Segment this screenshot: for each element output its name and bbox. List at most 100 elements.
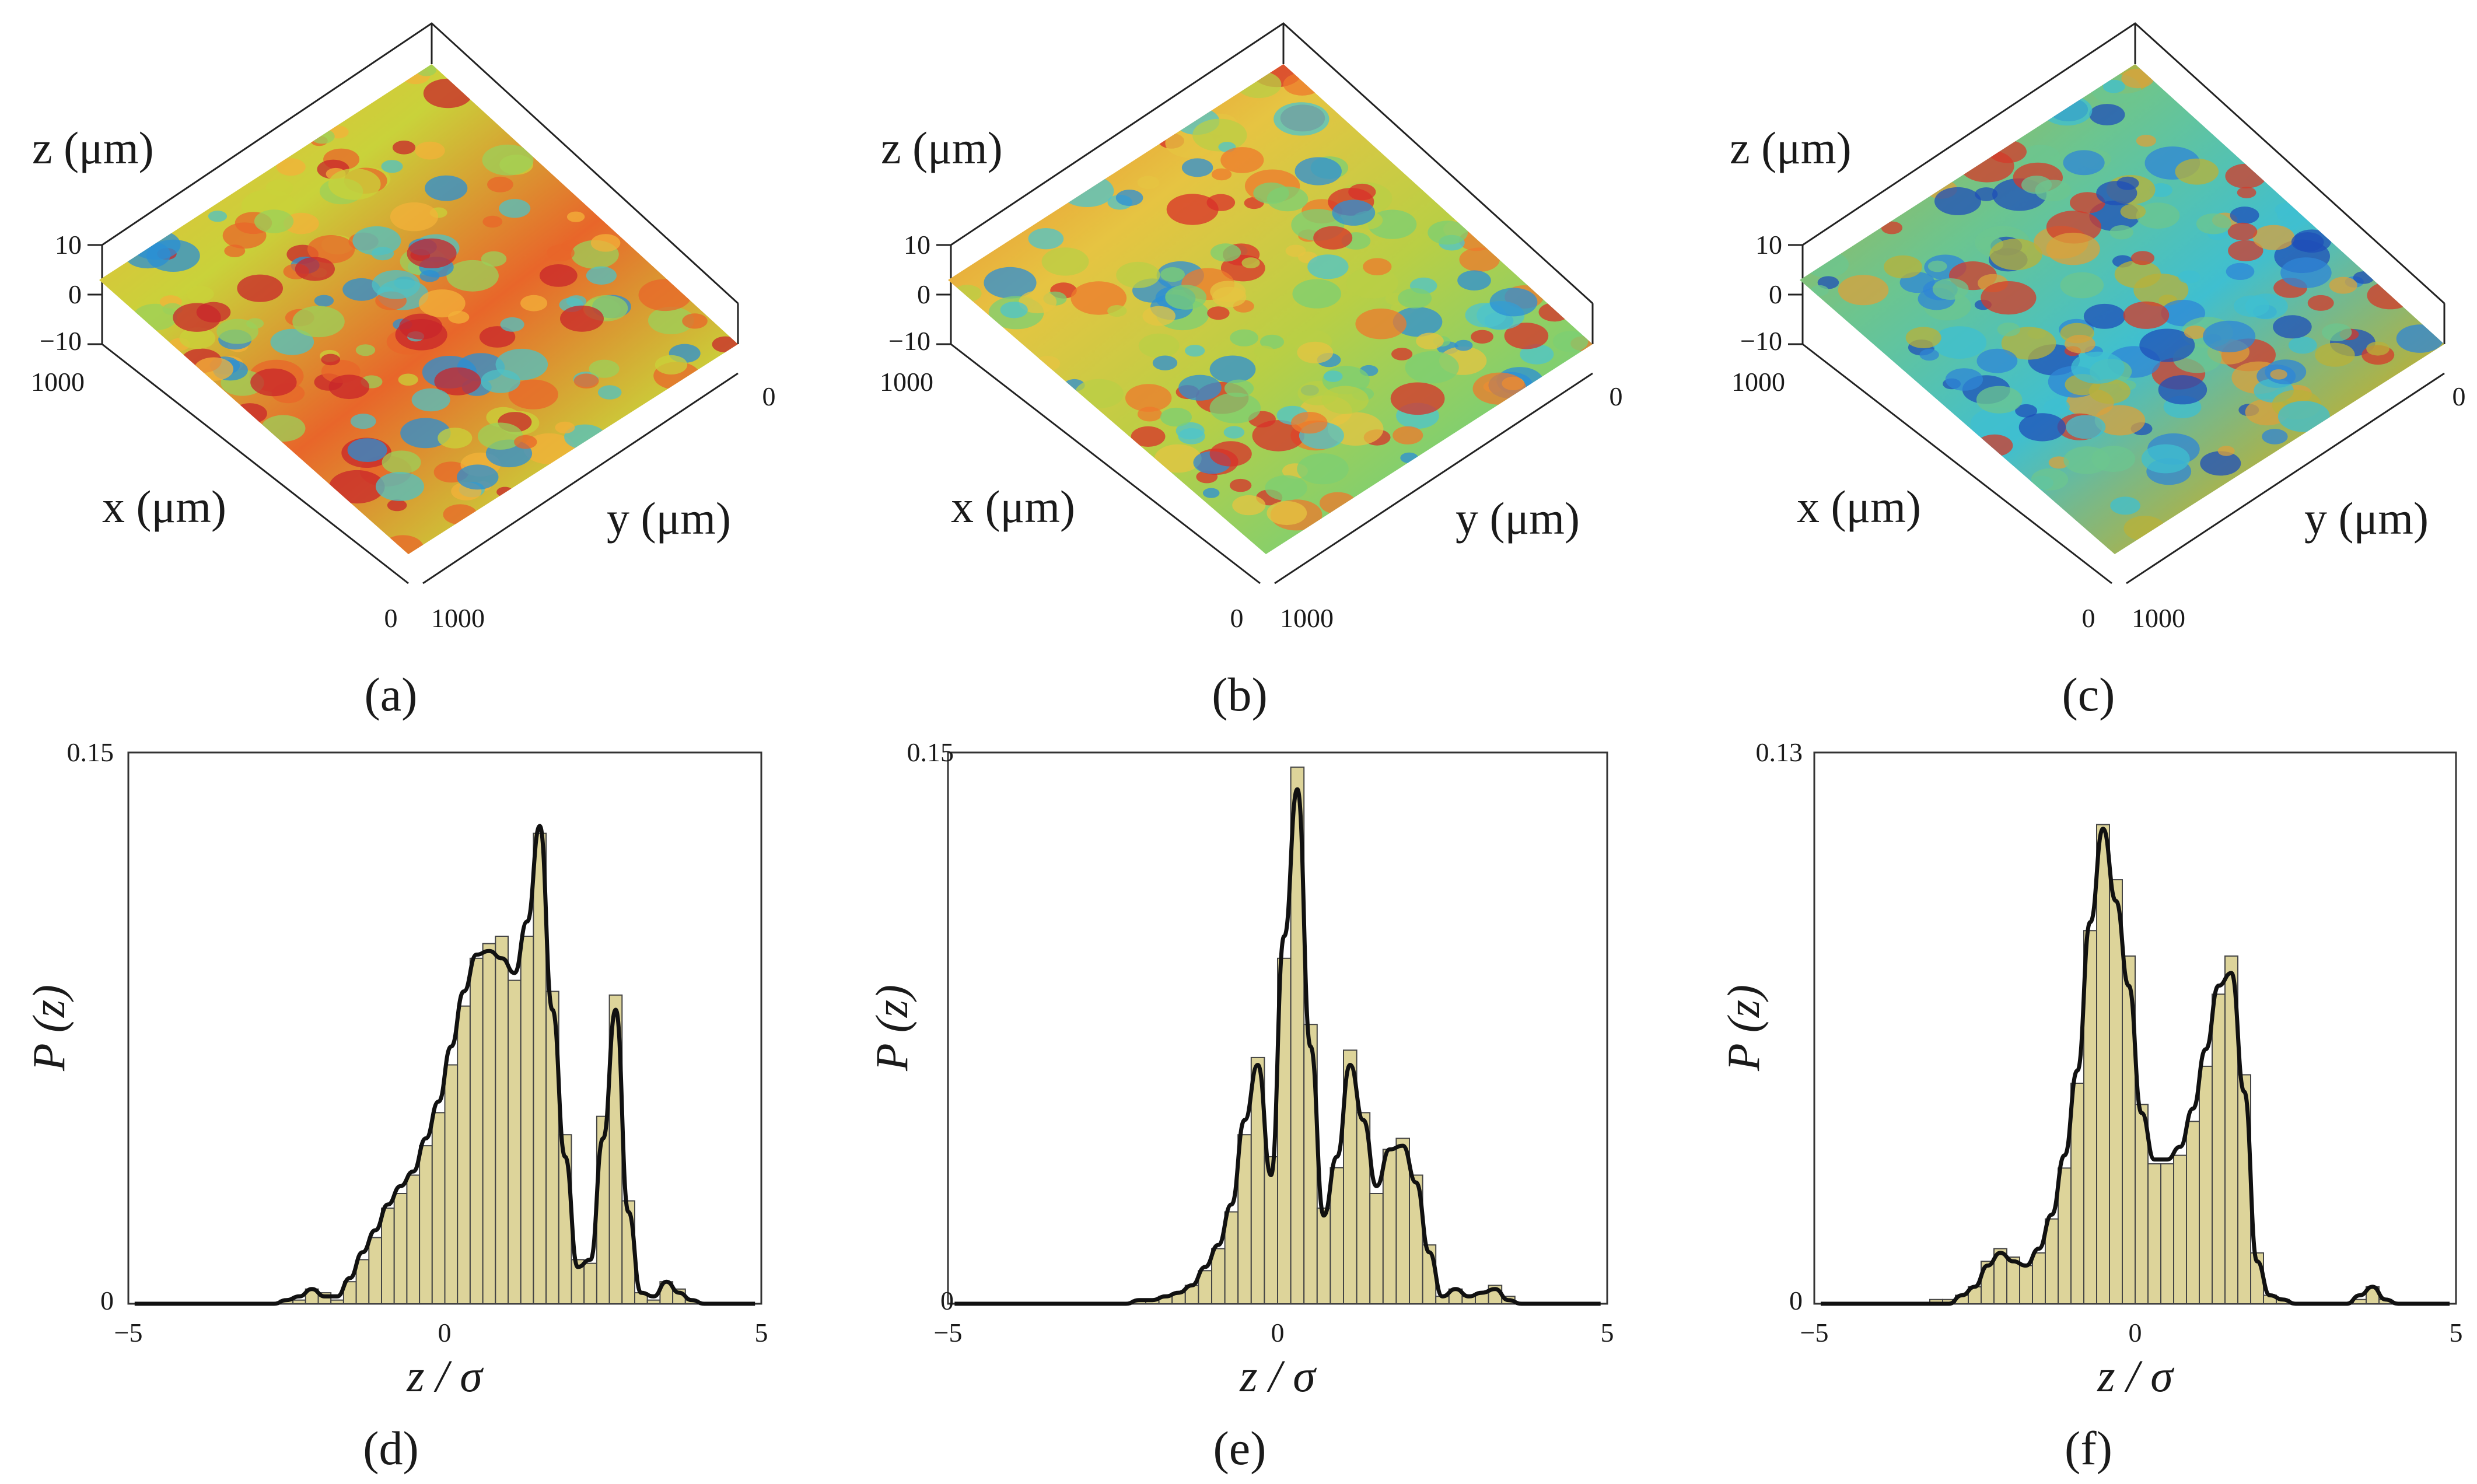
- y-axis-label: P (z): [866, 985, 917, 1072]
- surface-peak: [1138, 333, 1180, 358]
- surface-a-y-label: y (μm): [607, 493, 731, 544]
- surface-peak: [1295, 157, 1342, 186]
- surface-peak: [1297, 453, 1349, 485]
- surface-peak: [2063, 150, 2105, 176]
- surface-b-y-tick: 1000: [1280, 603, 1334, 633]
- histogram-bar: [558, 1134, 572, 1304]
- surface-plot-b: z (μm) 10 0 −10 1000 0 0 1000 x (μm) y (…: [880, 22, 1623, 721]
- surface-peak: [479, 326, 516, 348]
- surface-peak: [1319, 492, 1356, 514]
- surface-peak: [376, 472, 424, 501]
- surface-peak: [2158, 375, 2207, 405]
- panel-label-e: (e): [1213, 1422, 1266, 1475]
- surface-peak: [2035, 180, 2071, 201]
- surface-peak: [1355, 308, 1407, 340]
- panel-label-b: (b): [1212, 668, 1268, 721]
- histogram-bar: [419, 1145, 433, 1304]
- surface-peak: [1538, 302, 1570, 322]
- histogram-bar: [508, 979, 522, 1304]
- surface-c-z-tick: 0: [1769, 279, 1782, 309]
- histogram-bar: [457, 1005, 471, 1304]
- surface-peak: [2227, 222, 2258, 241]
- surface-peak: [387, 499, 407, 512]
- surface-peak: [2044, 398, 2070, 415]
- surface-peak: [438, 428, 473, 449]
- surface-peak: [566, 295, 587, 307]
- surface-c-box: [1788, 22, 2445, 584]
- surface-peak: [1390, 382, 1445, 415]
- surface-peak: [1181, 158, 1213, 177]
- surface-peak: [1489, 288, 1538, 317]
- histogram-bar: [292, 1299, 306, 1304]
- histogram-bar: [2160, 1163, 2174, 1304]
- surface-peak: [2237, 187, 2256, 198]
- surface-peak: [1981, 281, 2037, 315]
- surface-peak: [1881, 221, 1903, 235]
- surface-peak: [1810, 285, 1829, 296]
- surface-peak: [2018, 413, 2066, 442]
- surface-peak: [1457, 270, 1491, 291]
- surface-peak: [984, 267, 1037, 299]
- surface-peak: [2277, 401, 2330, 432]
- surface-a-z-tick: 0: [68, 279, 82, 309]
- surface-a-texture: [124, 64, 738, 554]
- surface-peak: [254, 209, 294, 233]
- surface-peak: [1041, 247, 1089, 276]
- surface-peak: [2136, 135, 2156, 147]
- surface-peak: [2121, 68, 2154, 89]
- surface-a-x-tick: 1000: [31, 367, 85, 397]
- histogram-bar: [2019, 1265, 2033, 1304]
- surface-peak: [1307, 254, 1349, 279]
- surface-peak: [1838, 275, 1889, 306]
- surface-peak: [295, 257, 335, 281]
- x-axis-label: z / σ: [406, 1350, 484, 1401]
- surface-peak: [2089, 104, 2125, 125]
- surface-peak: [1405, 351, 1459, 384]
- surface-peak: [1160, 267, 1185, 282]
- surface-peak: [2141, 444, 2190, 474]
- surface-peak: [1116, 261, 1160, 288]
- surface-peak: [1230, 329, 1259, 346]
- surface-peak: [590, 234, 621, 252]
- surface-peak: [1192, 118, 1247, 152]
- surface-peak: [407, 238, 457, 268]
- surface-peak: [2046, 232, 2100, 265]
- surface-peak: [500, 317, 524, 332]
- histogram-bar: [2058, 1167, 2072, 1305]
- surface-peak: [1107, 305, 1127, 317]
- surface-peak: [1934, 187, 1981, 215]
- surface-peak: [400, 418, 451, 449]
- surface-peak: [1932, 278, 1969, 300]
- surface-peak: [2109, 225, 2133, 240]
- surface-peak: [2288, 337, 2317, 354]
- histogram-bar: [596, 1115, 610, 1304]
- y-tick-bottom: 0: [940, 1286, 954, 1315]
- surface-peak: [1202, 488, 1220, 498]
- surface-peak: [1267, 186, 1309, 212]
- histogram-bar: [1224, 1211, 1239, 1304]
- surface-peak: [179, 327, 216, 349]
- surface-peak: [2225, 163, 2266, 188]
- x-axis-label: z / σ: [2097, 1350, 2174, 1401]
- panel-label-a: (a): [364, 668, 417, 721]
- surface-peak: [124, 240, 171, 269]
- surface-peak: [2228, 240, 2263, 261]
- surface-peak: [1804, 251, 1849, 278]
- surface-peak: [173, 303, 221, 332]
- surface-peak: [2042, 95, 2093, 126]
- surface-peak: [418, 289, 466, 318]
- surface-peak: [1185, 345, 1205, 357]
- x-tick-right: 5: [755, 1318, 768, 1348]
- surface-peak: [2116, 176, 2139, 190]
- surface-peak: [416, 64, 437, 76]
- surface-peak: [560, 305, 604, 332]
- surface-peak: [216, 318, 258, 344]
- histogram-bar: [355, 1259, 370, 1304]
- surface-peak: [2315, 342, 2355, 367]
- y-axis-label: P (z): [23, 985, 74, 1072]
- surface-peak: [1975, 187, 1998, 201]
- histogram-bar: [1409, 1174, 1423, 1304]
- surface-peak: [382, 535, 424, 554]
- surface-a-z-label: z (μm): [32, 123, 154, 173]
